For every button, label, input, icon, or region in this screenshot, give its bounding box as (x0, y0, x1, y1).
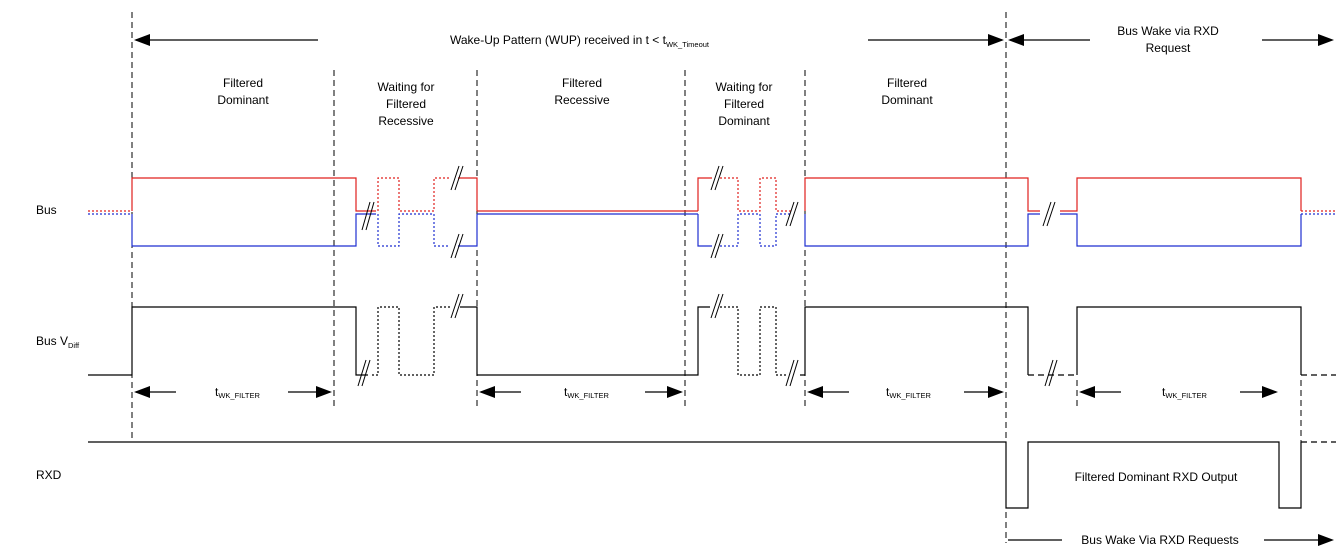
timing-filter-4: tWK_FILTER (1079, 385, 1278, 400)
phase-labels: Filtered Dominant Waiting for Filtered R… (217, 76, 933, 128)
bus-break-3a (450, 233, 460, 259)
phase-3-line1: Filtered (562, 76, 602, 90)
bus-l-wait-1-end (458, 214, 478, 247)
bus-break-3b (454, 233, 464, 259)
phase-2-line1: Waiting for (378, 80, 435, 94)
signal-rxd-label: RXD (36, 468, 62, 482)
phase-5-line2: Dominant (881, 93, 933, 107)
phase-2-line2: Filtered (386, 97, 426, 111)
vdiff-recessive (460, 306, 710, 376)
phase-1-line2: Dominant (217, 93, 269, 107)
vdiff-waveform (88, 293, 1336, 387)
tf3-left-head (807, 386, 823, 398)
vdiff-dominant-3 (1076, 306, 1302, 375)
wup-header: Wake-Up Pattern (WUP) received in t < tW… (134, 33, 1004, 49)
phase-2-line3: Recessive (378, 114, 434, 128)
vdiff-break-1b (361, 359, 371, 387)
phase-5-line1: Filtered (887, 76, 927, 90)
vdiff-break-3b (714, 293, 724, 319)
signal-bus-label: Bus (36, 203, 57, 217)
vdiff-dominant-1 (88, 306, 368, 376)
vdiff-wait-1 (372, 306, 450, 376)
bus-h-dominant-1 (131, 177, 376, 212)
bus-wake-label-line1: Bus Wake via RXD (1117, 24, 1219, 38)
bus-h-dominant-3 (1060, 177, 1302, 212)
vdiff-break-4b (789, 359, 799, 387)
bus-l-wait-1 (377, 213, 450, 247)
vdiff-break-5a (1044, 359, 1054, 387)
bus-waveform (88, 165, 1336, 259)
bus-l-wait-2 (720, 213, 792, 247)
bwr-label: Bus Wake Via RXD Requests (1081, 533, 1238, 546)
bwr-right-head (1318, 534, 1334, 546)
bus-break-6b (789, 201, 799, 227)
wup-arrow-left-head (134, 34, 150, 46)
bus-h-wait-1-end (458, 177, 478, 211)
bus-break-2b (454, 165, 464, 191)
wup-arrow-right-head (988, 34, 1004, 46)
tf4-left-head (1079, 386, 1095, 398)
tf2-right-head (667, 386, 683, 398)
vdiff-dominant-2 (800, 306, 1029, 376)
signal-vdiff-label: Bus VDiff (36, 334, 80, 350)
tf3-right-head (988, 386, 1004, 398)
vdiff-wait-2 (720, 306, 786, 376)
tf3-label: tWK_FILTER (886, 385, 931, 400)
bus-wake-requests: Bus Wake Via RXD Requests (1008, 533, 1334, 546)
vdiff-break-2b (454, 293, 464, 319)
tf1-right-head (316, 386, 332, 398)
bus-l-dominant-1 (131, 213, 376, 247)
bus-h-wait-2 (720, 177, 792, 212)
phase-1-line1: Filtered (223, 76, 263, 90)
bus-wake-arrow-left-head (1008, 34, 1024, 46)
bus-h-dominant-2 (804, 177, 1040, 212)
vdiff-break-2a (450, 293, 460, 319)
vdiff-break-1a (357, 359, 367, 387)
signal-names: Bus Bus VDiff RXD (36, 203, 80, 482)
tf2-label: tWK_FILTER (564, 385, 609, 400)
bus-break-5a (710, 233, 720, 259)
bus-l-wait-2-start (697, 214, 712, 247)
bus-break-2a (450, 165, 460, 191)
bus-break-4a (710, 165, 720, 191)
phase-3-line2: Recessive (554, 93, 610, 107)
bus-break-1a (361, 201, 371, 231)
bus-break-4b (714, 165, 724, 191)
rxd-waveform: Filtered Dominant RXD Output (88, 441, 1336, 509)
wup-label: Wake-Up Pattern (WUP) received in t < tW… (450, 33, 710, 49)
phase-4-line1: Waiting for (716, 80, 773, 94)
timing-filter-2: tWK_FILTER (479, 385, 683, 400)
bus-h-wait-1 (377, 177, 450, 212)
vdiff-break-5b (1048, 359, 1058, 387)
tf2-left-head (479, 386, 495, 398)
rxd-line (88, 441, 1302, 509)
bus-break-7b (1046, 201, 1056, 227)
tf1-label: tWK_FILTER (215, 385, 260, 400)
phase-4-line3: Dominant (718, 114, 770, 128)
vdiff-break-4a (785, 359, 795, 387)
timing-filter-1: tWK_FILTER (134, 385, 332, 400)
tf1-left-head (134, 386, 150, 398)
bus-break-7a (1042, 201, 1052, 227)
bus-break-1b (365, 201, 375, 231)
vdiff-break-3a (710, 293, 720, 319)
bus-break-6a (785, 201, 795, 227)
tf4-right-head (1262, 386, 1278, 398)
phase-4-line2: Filtered (724, 97, 764, 111)
bus-wake-arrow-right-head (1318, 34, 1334, 46)
bus-l-dominant-3 (1060, 213, 1302, 247)
bus-break-marks (361, 165, 1056, 259)
bus-wake-label-line2: Request (1146, 41, 1191, 55)
timing-filter-3: tWK_FILTER (807, 385, 1004, 400)
rxd-output-label: Filtered Dominant RXD Output (1075, 470, 1238, 484)
bus-h-wait-2-start (697, 177, 712, 211)
bus-break-5b (714, 233, 724, 259)
vdiff-break-marks (357, 293, 1058, 387)
tf4-label: tWK_FILTER (1162, 385, 1207, 400)
bus-l-dominant-2 (804, 213, 1040, 247)
bus-wake-header: Bus Wake via RXD Request (1008, 24, 1334, 55)
